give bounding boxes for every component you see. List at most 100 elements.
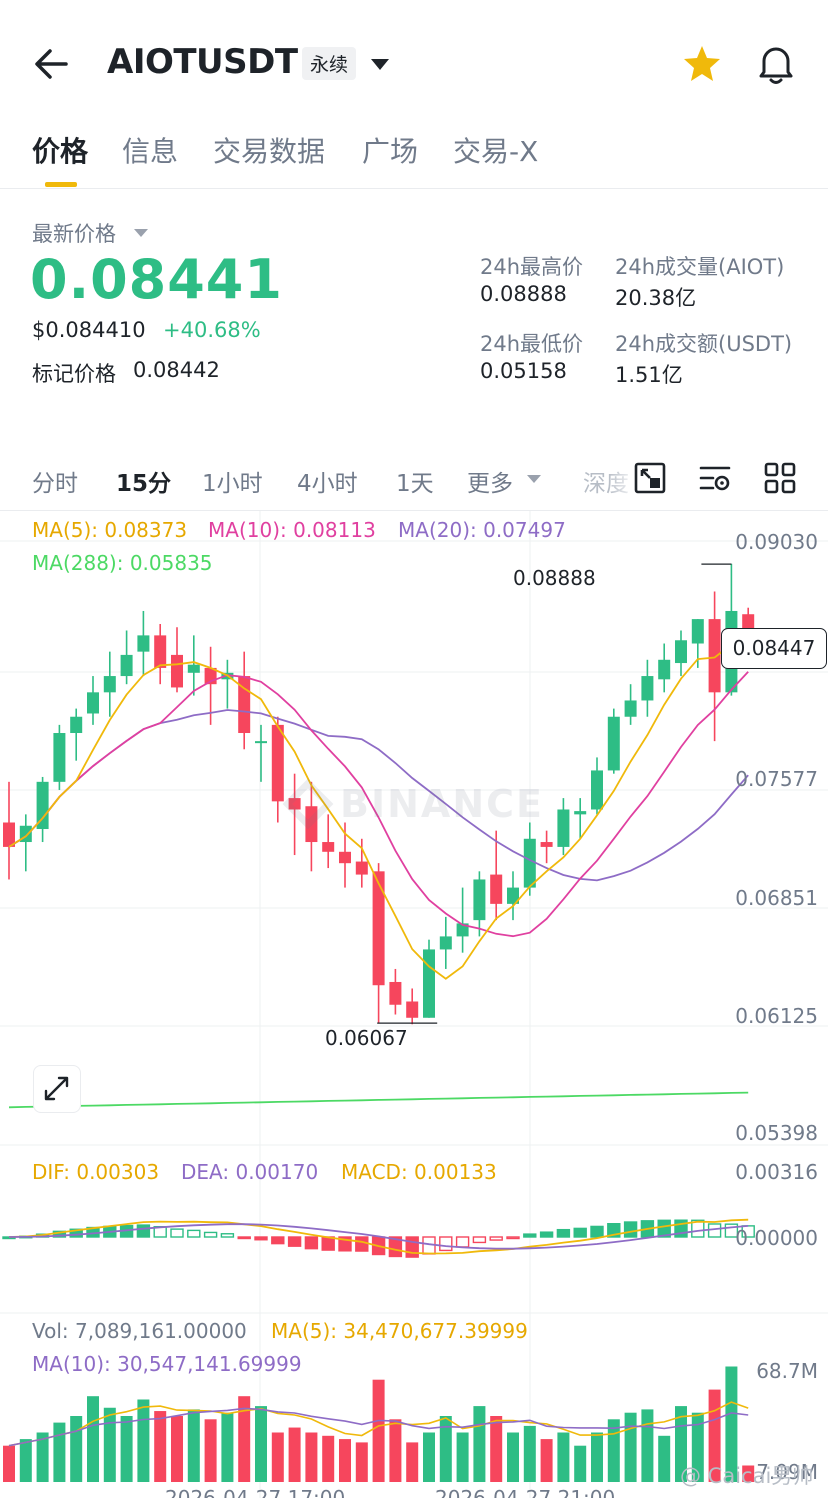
- candle-body: [406, 1001, 419, 1018]
- macd-histogram-bar: [691, 1219, 705, 1238]
- tf-15m[interactable]: 15分: [116, 471, 172, 497]
- candle-body: [675, 640, 687, 664]
- volume-bar: [540, 1439, 553, 1482]
- tab-trading-data[interactable]: 交易数据: [213, 135, 326, 168]
- tf-1h[interactable]: 1小时: [202, 471, 263, 497]
- candle-body: [439, 936, 452, 950]
- volume-bar: [406, 1442, 419, 1482]
- candle-body: [305, 806, 318, 843]
- candle-body: [557, 809, 570, 847]
- candle-body: [523, 838, 536, 888]
- turnover-24h-label: 24h成交额(USDT): [615, 332, 793, 356]
- candle-body: [355, 861, 368, 875]
- volume-bar: [271, 1432, 284, 1482]
- candle-body: [171, 654, 183, 688]
- ma20-label: MA(20): 0.07497: [398, 518, 566, 542]
- tf-1d[interactable]: 1天: [396, 471, 434, 497]
- tab-trade-x[interactable]: 交易-X: [453, 135, 539, 168]
- tab-info[interactable]: 信息: [122, 135, 179, 168]
- tf-more[interactable]: 更多: [467, 471, 513, 497]
- current-price-tag[interactable]: 0.08447: [721, 628, 827, 669]
- macd-histogram-bar: [304, 1236, 319, 1250]
- tf-more-dropdown-icon[interactable]: [525, 471, 543, 485]
- ma288-line: [8, 1091, 749, 1109]
- volume-bar: [120, 1416, 133, 1482]
- candle-body: [507, 887, 519, 904]
- candle-body: [372, 871, 385, 986]
- low-24h-label: 24h最低价: [480, 332, 584, 356]
- latest-price-label[interactable]: 最新价格: [32, 222, 116, 246]
- candle-body: [255, 741, 267, 744]
- macd-histogram-bar: [724, 1223, 739, 1238]
- candle-body: [389, 981, 402, 1005]
- candle-body: [473, 879, 486, 921]
- price-label-dropdown-icon[interactable]: [132, 225, 150, 239]
- volume-bar: [389, 1419, 402, 1482]
- volume-ma10-line: [8, 1407, 749, 1447]
- binance-watermark: BINANCE: [282, 778, 544, 830]
- fullscreen-chart-icon[interactable]: [632, 460, 668, 496]
- tab-square[interactable]: 广场: [362, 135, 419, 168]
- candle-body: [288, 798, 301, 810]
- high-price-annotation: 0.08888: [513, 566, 596, 590]
- macd-histogram-bar: [472, 1236, 487, 1244]
- volume-bar: [742, 1465, 755, 1482]
- tabs-divider: [0, 188, 828, 189]
- back-button[interactable]: [28, 40, 76, 88]
- candle-body: [423, 949, 435, 1018]
- macd-histogram-bar: [254, 1236, 268, 1241]
- turnover-24h-value: 1.51亿: [615, 363, 683, 387]
- time-axis-label: 2026-04-27 21:00: [435, 1486, 616, 1498]
- volume-bar: [238, 1396, 251, 1482]
- price-axis-tick: 0.06125: [735, 1004, 818, 1028]
- macd-histogram-bar: [69, 1228, 83, 1238]
- candle-body: [574, 811, 587, 815]
- favorite-star-icon[interactable]: [680, 42, 724, 86]
- volume-bar: [507, 1432, 519, 1482]
- candle-body: [187, 664, 200, 673]
- notification-bell-icon[interactable]: [752, 40, 800, 88]
- candle-body: [322, 842, 335, 852]
- macd-histogram-bar: [439, 1236, 453, 1252]
- layout-grid-icon[interactable]: [762, 460, 798, 496]
- volume-bar: [523, 1425, 536, 1482]
- macd-histogram-bar: [590, 1225, 604, 1238]
- volume-bar: [87, 1396, 99, 1482]
- macd-histogram-bar: [271, 1236, 285, 1245]
- symbol-dropdown-icon[interactable]: [368, 55, 392, 73]
- expand-chart-button[interactable]: [33, 1065, 81, 1113]
- footer-watermark: @ Caicai男帅: [680, 1464, 814, 1488]
- volume-bar: [607, 1419, 620, 1482]
- volume-bar: [557, 1432, 570, 1482]
- macd-histogram-bar: [506, 1236, 520, 1240]
- candle-body: [540, 842, 553, 847]
- candle-body: [708, 619, 721, 693]
- volume-bar: [103, 1407, 116, 1482]
- macd-histogram-bar: [707, 1223, 722, 1238]
- symbol-title[interactable]: AIOTUSDT: [107, 42, 298, 82]
- volume-bar: [591, 1432, 603, 1482]
- low-price-annotation: 0.06067: [325, 1026, 408, 1050]
- macd-histogram-bar: [187, 1229, 201, 1238]
- macd-histogram-bar: [556, 1228, 571, 1238]
- indicator-settings-icon[interactable]: [697, 460, 733, 496]
- macd-histogram-bar: [573, 1227, 587, 1238]
- tf-timeline[interactable]: 分时: [32, 471, 78, 497]
- kline-chart[interactable]: [0, 511, 828, 1498]
- candle-body: [691, 619, 704, 644]
- price-change-percent: +40.68%: [163, 318, 261, 342]
- tab-price[interactable]: 价格: [32, 135, 89, 168]
- macd-histogram-bar: [657, 1219, 671, 1238]
- volume-bar: [641, 1409, 654, 1482]
- candle-body: [87, 692, 99, 714]
- candle-body: [271, 724, 284, 802]
- volume-bar: [322, 1435, 335, 1482]
- price-axis-tick: 0.06851: [735, 886, 818, 910]
- back-arrow-icon: [35, 49, 68, 79]
- macd-dea-line: [8, 1223, 749, 1250]
- volume-bar: [53, 1422, 66, 1482]
- macd-histogram-bar: [170, 1228, 184, 1238]
- tf-4h[interactable]: 4小时: [297, 471, 358, 497]
- volume-bar: [137, 1399, 150, 1482]
- volume-bar: [372, 1379, 385, 1482]
